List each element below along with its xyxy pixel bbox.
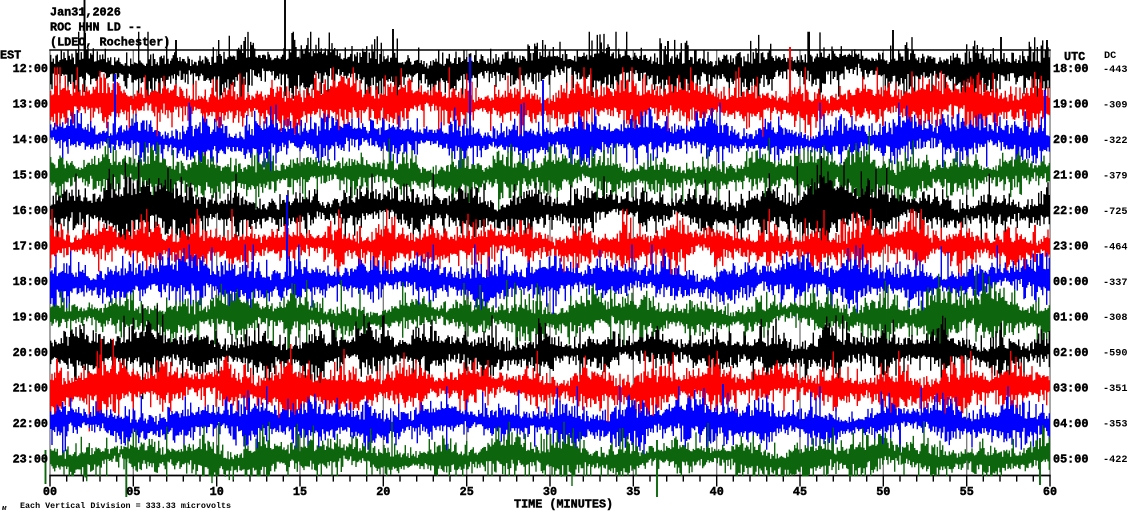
svg-text:01:00: 01:00 (1053, 310, 1088, 324)
svg-text:20:00: 20:00 (13, 346, 48, 360)
svg-text:22:00: 22:00 (13, 417, 48, 431)
svg-text:(LDEO, Rochester): (LDEO, Rochester) (50, 36, 170, 50)
svg-text:05:00: 05:00 (1053, 452, 1088, 466)
svg-text:13:00: 13:00 (13, 98, 48, 112)
svg-text:16:00: 16:00 (13, 204, 48, 218)
svg-text:ROC HHN LD --: ROC HHN LD -- (50, 21, 142, 35)
svg-text:10: 10 (210, 485, 224, 499)
svg-text:03:00: 03:00 (1053, 381, 1088, 395)
svg-text:-337: -337 (1103, 278, 1127, 289)
svg-text:-590: -590 (1103, 349, 1127, 360)
svg-text:50: 50 (876, 485, 890, 499)
svg-text:-308: -308 (1103, 313, 1127, 324)
svg-text:21:00: 21:00 (13, 381, 48, 395)
svg-text:15: 15 (293, 485, 307, 499)
svg-text:-464: -464 (1103, 242, 1127, 253)
svg-text:00:00: 00:00 (1053, 275, 1088, 289)
svg-text:-443: -443 (1103, 65, 1127, 76)
svg-text:23:00: 23:00 (13, 452, 48, 466)
svg-text:-422: -422 (1103, 455, 1127, 466)
svg-text:18:00: 18:00 (13, 275, 48, 289)
svg-text:-353: -353 (1103, 420, 1127, 431)
svg-text:21:00: 21:00 (1053, 169, 1088, 183)
svg-text:18:00: 18:00 (1053, 62, 1088, 76)
svg-text:Each Vertical Division = 333.: Each Vertical Division = 333.33 microvol… (20, 501, 231, 511)
svg-text:20:00: 20:00 (1053, 133, 1088, 147)
svg-text:м: м (1, 505, 7, 513)
svg-text:-725: -725 (1103, 207, 1127, 218)
svg-text:15:00: 15:00 (13, 169, 48, 183)
svg-text:35: 35 (626, 485, 640, 499)
svg-text:-379: -379 (1103, 171, 1127, 182)
svg-text:40: 40 (710, 485, 724, 499)
svg-text:TIME (MINUTES): TIME (MINUTES) (514, 498, 613, 512)
svg-text:14:00: 14:00 (13, 133, 48, 147)
svg-text:23:00: 23:00 (1053, 240, 1088, 254)
svg-text:EST: EST (0, 49, 21, 63)
svg-text:12:00: 12:00 (13, 62, 48, 76)
svg-text:00: 00 (43, 485, 57, 499)
svg-text:20: 20 (376, 485, 390, 499)
svg-text:-309: -309 (1103, 101, 1127, 112)
svg-text:30: 30 (543, 485, 557, 499)
svg-text:45: 45 (793, 485, 807, 499)
svg-text:DC: DC (1104, 51, 1116, 62)
svg-text:25: 25 (460, 485, 474, 499)
svg-text:04:00: 04:00 (1053, 417, 1088, 431)
svg-text:UTC: UTC (1064, 50, 1085, 64)
svg-text:60: 60 (1043, 485, 1057, 499)
svg-text:02:00: 02:00 (1053, 346, 1088, 360)
svg-text:17:00: 17:00 (13, 240, 48, 254)
svg-text:-351: -351 (1103, 384, 1127, 395)
svg-text:Jan31,2026: Jan31,2026 (50, 6, 121, 20)
svg-text:-322: -322 (1103, 136, 1127, 147)
svg-text:55: 55 (960, 485, 974, 499)
svg-text:05: 05 (126, 485, 140, 499)
svg-text:19:00: 19:00 (13, 310, 48, 324)
svg-text:19:00: 19:00 (1053, 98, 1088, 112)
svg-text:22:00: 22:00 (1053, 204, 1088, 218)
